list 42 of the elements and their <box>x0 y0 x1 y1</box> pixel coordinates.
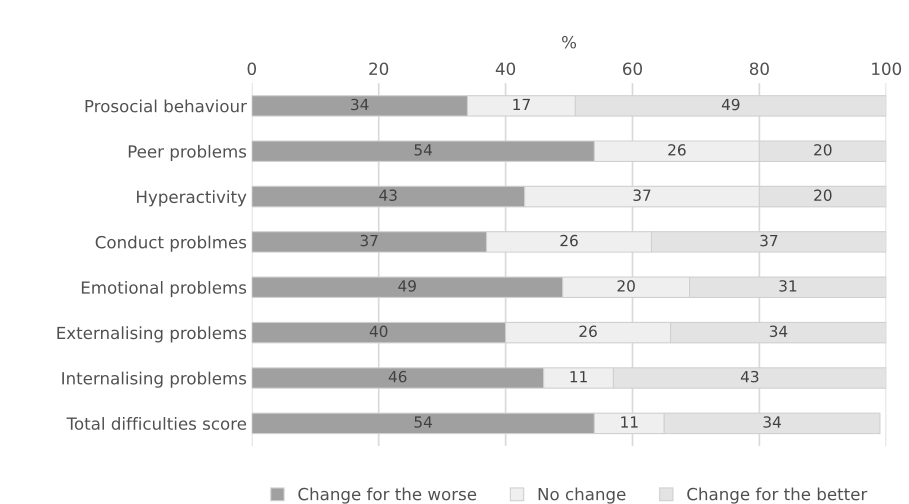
legend-label: No change <box>538 487 626 504</box>
x-tick-label: 60 <box>623 62 642 76</box>
x-axis-title: % <box>562 36 576 49</box>
data-label: 26 <box>668 144 686 156</box>
data-label: 26 <box>560 234 578 246</box>
x-tick-label: 100 <box>872 62 902 76</box>
x-tick-label: 80 <box>750 62 769 76</box>
data-label: 43 <box>740 370 758 382</box>
data-label: 40 <box>370 326 388 338</box>
data-label: 34 <box>770 326 788 338</box>
x-tick-label: 20 <box>369 62 388 76</box>
data-label: 11 <box>621 416 638 428</box>
data-label: 20 <box>814 144 832 156</box>
y-tick-label: Internalising problems <box>62 372 246 388</box>
data-label: 49 <box>398 280 416 292</box>
y-tick-label: Total difficulties score <box>66 417 246 430</box>
x-tick-label: 40 <box>496 62 516 76</box>
data-label: 34 <box>764 416 781 428</box>
legend-label: Change for the worse <box>298 487 476 504</box>
data-label: 37 <box>760 234 778 246</box>
data-label: 20 <box>618 280 635 292</box>
y-tick-label: Emotional problems <box>82 280 246 298</box>
data-label: 34 <box>351 98 369 110</box>
y-tick-label: Conduct problmes <box>96 236 246 252</box>
data-label: 20 <box>814 189 832 201</box>
data-label: 37 <box>633 189 650 201</box>
data-label: 37 <box>360 234 378 246</box>
data-label: 31 <box>779 280 796 292</box>
data-label: 26 <box>579 326 597 338</box>
data-label: 11 <box>570 371 587 382</box>
y-tick-label: Prosocial behaviour <box>86 100 247 112</box>
data-label: 54 <box>414 416 432 428</box>
y-tick-label: Peer problems <box>128 144 246 161</box>
data-label: 17 <box>513 98 530 110</box>
legend-label: Change for the better <box>687 487 868 504</box>
data-label: 43 <box>379 189 397 201</box>
y-tick-label: Externalising problems <box>57 326 246 342</box>
data-label: 49 <box>722 98 740 110</box>
data-label: 54 <box>414 144 432 156</box>
x-tick-label: 0 <box>248 62 256 76</box>
y-tick-label: Hyperactivity <box>137 190 246 206</box>
data-label: 46 <box>388 370 406 382</box>
